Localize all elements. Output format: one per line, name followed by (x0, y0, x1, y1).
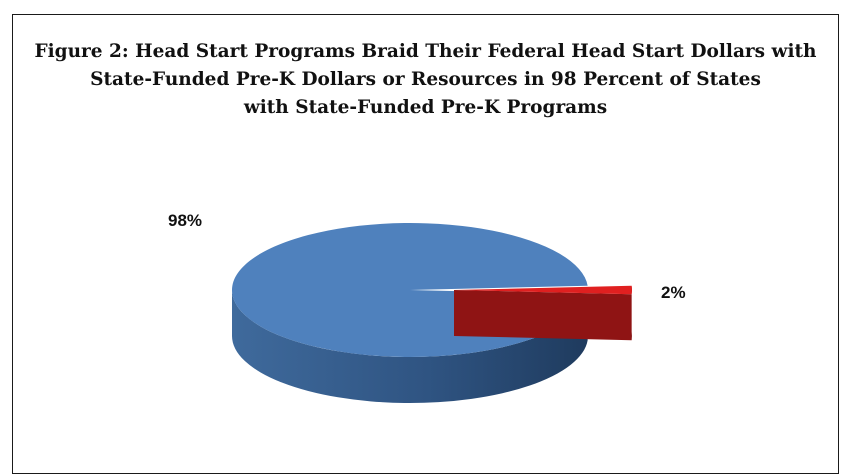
slice-cut-2 (454, 290, 632, 340)
pie-chart: 98% 2% (0, 0, 842, 457)
slice-label-98: 98% (168, 211, 202, 230)
slice-label-2: 2% (661, 283, 686, 302)
